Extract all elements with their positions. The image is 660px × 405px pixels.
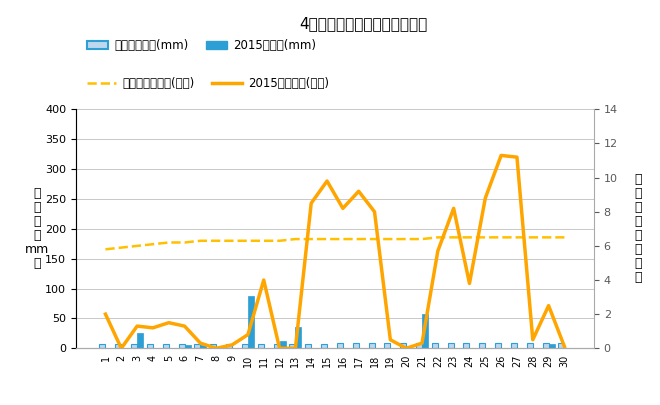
Bar: [100, 344, 106, 348]
Bar: [195, 344, 201, 348]
Bar: [137, 333, 143, 348]
Text: 4月降水量・日照時間（日別）: 4月降水量・日照時間（日別）: [299, 16, 427, 31]
Bar: [337, 343, 343, 348]
Bar: [163, 344, 169, 348]
Bar: [479, 343, 485, 348]
Legend: 日照時間平年値(時間), 2015日照時間(時間): 日照時間平年値(時間), 2015日照時間(時間): [87, 77, 329, 90]
Bar: [257, 343, 264, 348]
Bar: [115, 344, 121, 348]
Bar: [548, 343, 554, 348]
Bar: [201, 345, 207, 348]
Bar: [400, 343, 406, 348]
Bar: [296, 327, 302, 348]
Bar: [289, 343, 296, 348]
Bar: [416, 343, 422, 348]
Bar: [179, 344, 185, 348]
Bar: [352, 343, 358, 348]
Bar: [280, 341, 286, 348]
Bar: [242, 343, 248, 348]
Bar: [368, 343, 374, 348]
Bar: [147, 344, 153, 348]
Bar: [273, 343, 280, 348]
Bar: [447, 343, 453, 348]
Bar: [226, 344, 232, 348]
Y-axis label: 日
照
時
間
（
時
間
）: 日 照 時 間 （ 時 間 ）: [634, 173, 642, 284]
Bar: [558, 343, 564, 348]
Bar: [384, 343, 390, 348]
Bar: [185, 345, 191, 348]
Bar: [463, 343, 469, 348]
Bar: [305, 343, 312, 348]
Bar: [211, 344, 216, 348]
Y-axis label: 降
水
量
（
mm
）: 降 水 量 （ mm ）: [25, 188, 49, 270]
Bar: [511, 343, 517, 348]
Bar: [432, 343, 438, 348]
Bar: [543, 343, 548, 348]
Bar: [248, 296, 254, 348]
Bar: [527, 343, 533, 348]
Bar: [131, 344, 137, 348]
Bar: [321, 343, 327, 348]
Bar: [422, 313, 428, 348]
Bar: [495, 343, 501, 348]
